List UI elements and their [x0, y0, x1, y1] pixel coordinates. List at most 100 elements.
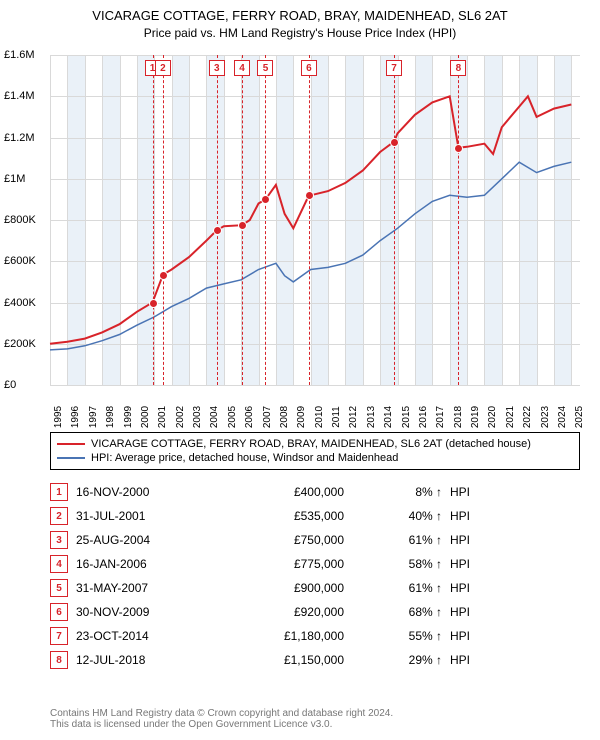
x-tick-label: 2002: [175, 406, 186, 428]
footer-line: This data is licensed under the Open Gov…: [50, 719, 580, 730]
x-tick-label: 1995: [53, 406, 64, 428]
x-tick-label: 2005: [227, 406, 238, 428]
tx-date: 31-JUL-2001: [76, 509, 216, 523]
marker-line: [242, 55, 243, 385]
y-tick-label: £600K: [4, 255, 36, 267]
footer: Contains HM Land Registry data © Crown c…: [50, 708, 580, 730]
marker-line: [153, 55, 154, 385]
marker-label: 8: [450, 60, 466, 76]
marker-label: 3: [209, 60, 225, 76]
x-tick-label: 2021: [505, 406, 516, 428]
tx-pct: 68% ↑: [352, 605, 442, 619]
legend: VICARAGE COTTAGE, FERRY ROAD, BRAY, MAID…: [50, 432, 580, 470]
legend-swatch-hpi: [57, 457, 85, 459]
x-tick-label: 1997: [88, 406, 99, 428]
footer-line: Contains HM Land Registry data © Crown c…: [50, 708, 580, 719]
tx-price: £750,000: [224, 533, 344, 547]
table-row: 2 31-JUL-2001 £535,000 40% ↑ HPI: [50, 504, 580, 528]
tx-index: 3: [50, 531, 68, 549]
tx-note: HPI: [450, 605, 580, 619]
x-tick-label: 2023: [540, 406, 551, 428]
x-tick-label: 2022: [522, 406, 533, 428]
x-tick-label: 1999: [123, 406, 134, 428]
tx-index: 6: [50, 603, 68, 621]
x-tick-label: 2012: [348, 406, 359, 428]
tx-note: HPI: [450, 533, 580, 547]
marker-line: [217, 55, 218, 385]
tx-date: 23-OCT-2014: [76, 629, 216, 643]
tx-index: 4: [50, 555, 68, 573]
x-tick-label: 2008: [279, 406, 290, 428]
table-row: 3 25-AUG-2004 £750,000 61% ↑ HPI: [50, 528, 580, 552]
y-tick-label: £1.4M: [4, 90, 35, 102]
x-tick-label: 2004: [209, 406, 220, 428]
y-tick-label: £800K: [4, 214, 36, 226]
table-row: 8 12-JUL-2018 £1,150,000 29% ↑ HPI: [50, 648, 580, 672]
marker-label: 2: [155, 60, 171, 76]
tx-note: HPI: [450, 653, 580, 667]
x-tick-label: 2024: [557, 406, 568, 428]
x-tick-label: 2025: [574, 406, 585, 428]
x-tick-label: 2014: [383, 406, 394, 428]
table-row: 1 16-NOV-2000 £400,000 8% ↑ HPI: [50, 480, 580, 504]
marker-label: 4: [234, 60, 250, 76]
legend-row: HPI: Average price, detached house, Wind…: [57, 451, 573, 465]
x-tick-label: 2020: [487, 406, 498, 428]
x-tick-label: 2001: [157, 406, 168, 428]
x-tick-label: 2006: [244, 406, 255, 428]
tx-date: 12-JUL-2018: [76, 653, 216, 667]
marker-line: [309, 55, 310, 385]
y-tick-label: £0: [4, 379, 16, 391]
y-tick-label: £1.2M: [4, 132, 35, 144]
tx-date: 30-NOV-2009: [76, 605, 216, 619]
tx-date: 25-AUG-2004: [76, 533, 216, 547]
tx-index: 7: [50, 627, 68, 645]
table-row: 4 16-JAN-2006 £775,000 58% ↑ HPI: [50, 552, 580, 576]
marker-line: [394, 55, 395, 385]
tx-price: £400,000: [224, 485, 344, 499]
y-tick-label: £1.6M: [4, 49, 35, 61]
legend-row: VICARAGE COTTAGE, FERRY ROAD, BRAY, MAID…: [57, 437, 573, 451]
tx-pct: 8% ↑: [352, 485, 442, 499]
x-tick-label: 2007: [262, 406, 273, 428]
marker-label: 6: [301, 60, 317, 76]
tx-index: 8: [50, 651, 68, 669]
tx-pct: 58% ↑: [352, 557, 442, 571]
tx-note: HPI: [450, 509, 580, 523]
x-tick-label: 2010: [314, 406, 325, 428]
table-row: 7 23-OCT-2014 £1,180,000 55% ↑ HPI: [50, 624, 580, 648]
marker-line: [458, 55, 459, 385]
tx-index: 2: [50, 507, 68, 525]
transactions-table: 1 16-NOV-2000 £400,000 8% ↑ HPI 2 31-JUL…: [50, 480, 580, 672]
x-tick-label: 2016: [418, 406, 429, 428]
tx-index: 5: [50, 579, 68, 597]
marker-point: [390, 138, 399, 147]
x-tick-label: 2009: [296, 406, 307, 428]
x-tick-label: 2018: [453, 406, 464, 428]
x-tick-label: 2017: [435, 406, 446, 428]
x-tick-label: 1998: [105, 406, 116, 428]
legend-swatch-property: [57, 443, 85, 445]
tx-date: 31-MAY-2007: [76, 581, 216, 595]
marker-label: 5: [257, 60, 273, 76]
tx-date: 16-NOV-2000: [76, 485, 216, 499]
tx-pct: 29% ↑: [352, 653, 442, 667]
tx-note: HPI: [450, 485, 580, 499]
series-line-property: [50, 96, 571, 343]
y-tick-label: £1M: [4, 173, 25, 185]
x-tick-label: 1996: [70, 406, 81, 428]
marker-label: 7: [386, 60, 402, 76]
gridline-h: [50, 385, 580, 386]
marker-line: [265, 55, 266, 385]
x-tick-label: 2003: [192, 406, 203, 428]
tx-pct: 61% ↑: [352, 533, 442, 547]
legend-label: VICARAGE COTTAGE, FERRY ROAD, BRAY, MAID…: [91, 438, 531, 450]
marker-point: [149, 299, 158, 308]
tx-note: HPI: [450, 629, 580, 643]
tx-price: £900,000: [224, 581, 344, 595]
tx-price: £920,000: [224, 605, 344, 619]
table-row: 6 30-NOV-2009 £920,000 68% ↑ HPI: [50, 600, 580, 624]
tx-pct: 40% ↑: [352, 509, 442, 523]
tx-index: 1: [50, 483, 68, 501]
y-tick-label: £400K: [4, 297, 36, 309]
